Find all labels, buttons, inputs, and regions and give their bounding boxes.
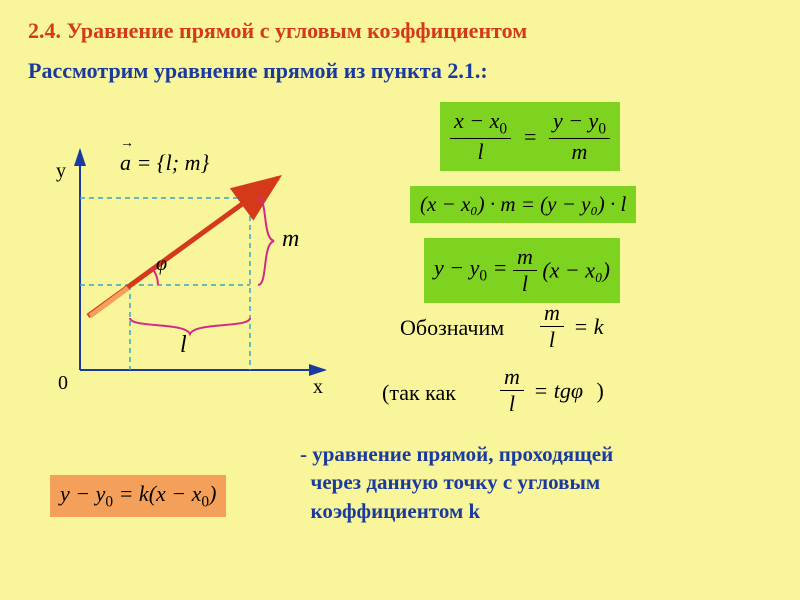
graph-svg	[40, 140, 340, 400]
m-brace-label: m	[282, 226, 299, 253]
denote-label: Обозначим	[400, 315, 504, 341]
y-axis-label: y	[56, 160, 66, 183]
x-axis-label: x	[313, 376, 323, 399]
equation-slope-form: y − y0 = ml (x − x₀)	[424, 238, 620, 303]
coordinate-graph: y x 0 a→ = {l; m} φ l m	[40, 140, 340, 400]
description: - уравнение прямой, проходящей через дан…	[300, 440, 613, 525]
origin-label: 0	[58, 372, 68, 395]
vector-label: a→ = {l; m}	[120, 150, 209, 176]
since-equation: ml = tgφ )	[500, 364, 604, 417]
subtitle: Рассмотрим уравнение прямой из пункта 2.…	[28, 58, 772, 84]
l-brace-label: l	[180, 332, 187, 359]
denote-equation: ml = k	[540, 300, 604, 353]
since-label: (так как	[382, 380, 456, 406]
slide-page: 2.4. Уравнение прямой с угловым коэффици…	[0, 0, 800, 600]
section-title: 2.4. Уравнение прямой с угловым коэффици…	[28, 18, 772, 44]
equation-final: y − y0 = k(x − x0)	[50, 475, 226, 517]
equation-canonical: x − x0l = y − y0m	[440, 102, 620, 171]
equation-product: (x − x₀) · m = (y − y₀) · l	[410, 186, 636, 223]
angle-label: φ	[156, 253, 167, 276]
